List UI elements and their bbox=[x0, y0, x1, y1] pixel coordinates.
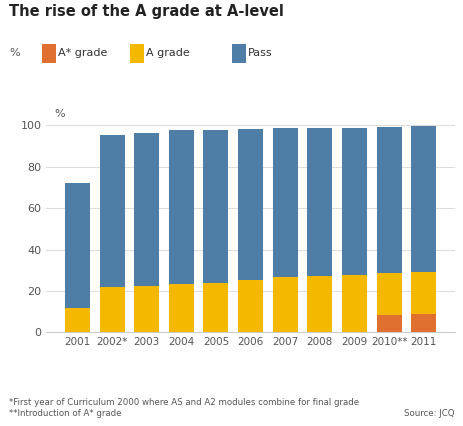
Bar bbox=[203, 282, 228, 332]
Bar bbox=[272, 277, 297, 332]
Bar bbox=[341, 276, 366, 332]
Bar bbox=[65, 183, 90, 308]
Text: A grade: A grade bbox=[145, 48, 189, 58]
Bar bbox=[65, 308, 90, 332]
Bar bbox=[134, 286, 159, 332]
Text: Source: JCQ: Source: JCQ bbox=[403, 409, 454, 418]
Bar bbox=[376, 315, 400, 332]
Text: Pass: Pass bbox=[247, 48, 272, 58]
Text: The rise of the A grade at A-level: The rise of the A grade at A-level bbox=[9, 4, 283, 19]
Bar bbox=[410, 314, 435, 332]
Bar bbox=[100, 287, 124, 332]
Text: A* grade: A* grade bbox=[57, 48, 106, 58]
Bar bbox=[376, 273, 400, 315]
Bar bbox=[410, 272, 435, 314]
Text: %: % bbox=[9, 48, 20, 58]
Bar bbox=[307, 276, 332, 332]
Bar bbox=[100, 135, 124, 287]
Text: **Introduction of A* grade: **Introduction of A* grade bbox=[9, 409, 121, 418]
Bar bbox=[376, 127, 400, 273]
Bar bbox=[272, 127, 297, 277]
Bar bbox=[307, 127, 332, 276]
Bar bbox=[238, 129, 263, 279]
Bar bbox=[341, 127, 366, 276]
Text: *First year of Curriculum 2000 where AS and A2 modules combine for final grade: *First year of Curriculum 2000 where AS … bbox=[9, 398, 359, 407]
Bar bbox=[134, 133, 159, 286]
Bar bbox=[169, 284, 194, 332]
Bar bbox=[203, 130, 228, 282]
Text: %: % bbox=[55, 109, 65, 119]
Bar bbox=[238, 279, 263, 332]
Bar bbox=[169, 130, 194, 284]
Bar bbox=[410, 126, 435, 272]
